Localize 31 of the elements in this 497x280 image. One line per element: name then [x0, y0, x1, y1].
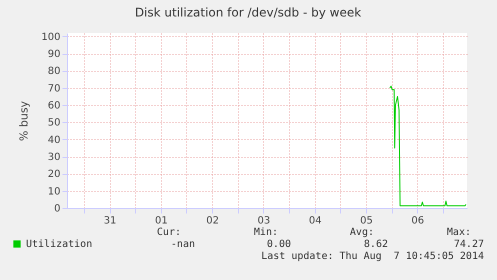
text: -nan: [170, 239, 195, 251]
y-tick-label: 80: [48, 66, 60, 78]
y-tick-label: 60: [48, 100, 60, 112]
x-tick-label: 05: [360, 216, 373, 226]
text: 74.27: [454, 239, 484, 251]
y-tick-label: 10: [48, 186, 60, 198]
x-tick-label: 04: [308, 216, 322, 226]
y-tick-label: 90: [48, 49, 60, 60]
line-series: [389, 86, 466, 206]
x-tick-label: 03: [258, 216, 270, 226]
x-tick-label: 06: [411, 216, 424, 226]
y-tick-label: 20: [48, 169, 60, 180]
x-tick-label: 02: [206, 216, 219, 226]
legend-label: Utilization: [26, 239, 92, 250]
y-tick-label: 50: [48, 118, 60, 129]
text: 8.62: [364, 239, 388, 251]
y-tick-label: 100: [41, 32, 60, 43]
y-tick-label: 70: [48, 83, 60, 94]
text: Cur:: [156, 227, 181, 239]
y-tick-label: 0: [54, 204, 60, 214]
chart-title: Disk utilization for /dev/sdb - by week: [134, 5, 362, 20]
y-axis-title: % busy: [17, 100, 30, 142]
text: 0.00: [266, 239, 291, 251]
x-tick-label: 01: [154, 216, 168, 226]
text: Min:: [254, 227, 278, 239]
text: Avg:: [350, 227, 374, 239]
y-tick-label: 40: [48, 134, 60, 146]
y-tick-label: 30: [48, 152, 60, 164]
text: Last update: Thu Aug 7 10:45:05 2014: [261, 251, 484, 263]
x-tick-label: 31: [104, 216, 116, 226]
text: Max:: [446, 227, 471, 239]
